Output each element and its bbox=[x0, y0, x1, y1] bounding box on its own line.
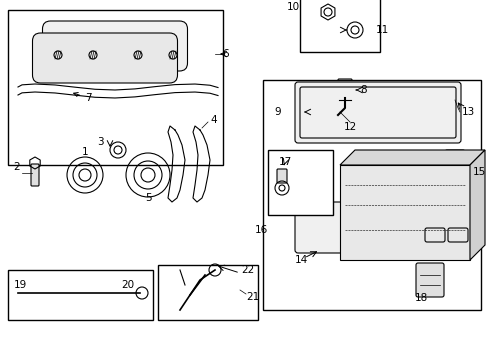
FancyBboxPatch shape bbox=[415, 263, 443, 297]
FancyBboxPatch shape bbox=[337, 79, 351, 99]
Bar bbox=[339, 165, 469, 260]
FancyBboxPatch shape bbox=[32, 33, 177, 83]
Text: 2: 2 bbox=[13, 162, 20, 172]
Text: 18: 18 bbox=[414, 293, 427, 303]
Text: 19: 19 bbox=[14, 280, 27, 290]
FancyBboxPatch shape bbox=[31, 164, 39, 186]
Text: 7: 7 bbox=[74, 93, 91, 103]
Polygon shape bbox=[339, 150, 484, 165]
Text: 1: 1 bbox=[81, 147, 88, 157]
Text: 20: 20 bbox=[121, 280, 134, 290]
Text: 15: 15 bbox=[472, 167, 485, 177]
Text: 12: 12 bbox=[343, 122, 356, 132]
Text: 13: 13 bbox=[461, 107, 474, 117]
Bar bbox=[8, 270, 153, 320]
Text: 14: 14 bbox=[294, 255, 307, 265]
Text: 8: 8 bbox=[359, 85, 366, 95]
Bar bbox=[158, 265, 258, 320]
Bar bbox=[8, 10, 223, 165]
Text: 5: 5 bbox=[144, 193, 151, 203]
FancyBboxPatch shape bbox=[276, 169, 286, 183]
FancyBboxPatch shape bbox=[294, 82, 460, 143]
Bar bbox=[299, 0, 379, 52]
Text: 6: 6 bbox=[222, 49, 228, 59]
FancyBboxPatch shape bbox=[444, 150, 464, 190]
Text: 22: 22 bbox=[241, 265, 254, 275]
Text: 9: 9 bbox=[274, 107, 281, 117]
Text: 10: 10 bbox=[286, 2, 299, 12]
Text: 16: 16 bbox=[254, 225, 267, 235]
Text: 11: 11 bbox=[375, 25, 388, 35]
Text: 17: 17 bbox=[278, 157, 291, 167]
Polygon shape bbox=[469, 150, 484, 260]
FancyBboxPatch shape bbox=[42, 21, 187, 71]
Bar bbox=[267, 150, 332, 215]
Text: 21: 21 bbox=[245, 292, 259, 302]
Bar bbox=[263, 80, 480, 310]
FancyBboxPatch shape bbox=[294, 202, 410, 253]
Text: 4: 4 bbox=[209, 115, 216, 125]
FancyBboxPatch shape bbox=[447, 228, 467, 242]
Text: 3: 3 bbox=[97, 137, 104, 147]
FancyBboxPatch shape bbox=[424, 228, 444, 242]
